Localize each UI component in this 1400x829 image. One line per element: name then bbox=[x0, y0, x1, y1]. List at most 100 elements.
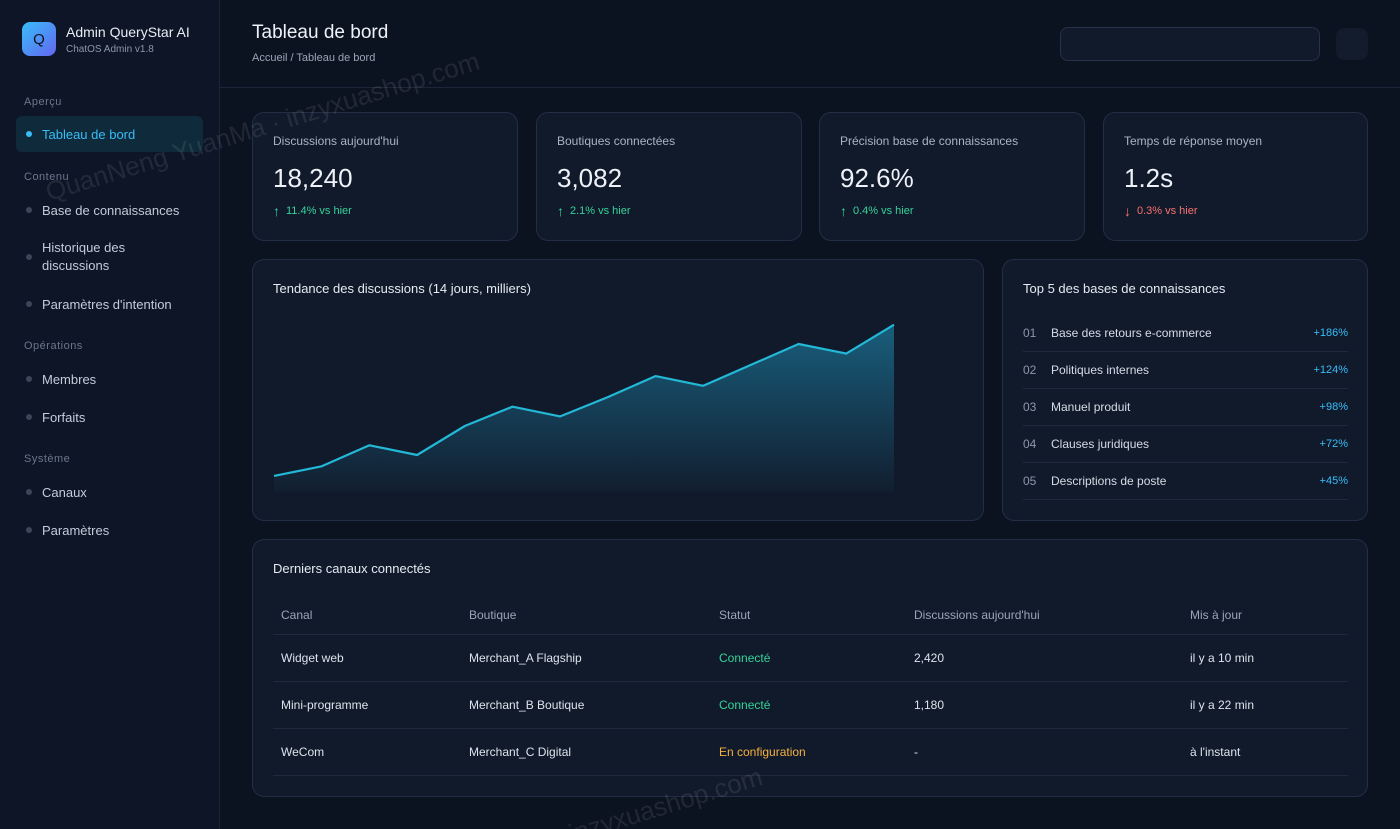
rank-pct: +45% bbox=[1319, 475, 1348, 487]
nav-section-contenu: Contenu bbox=[24, 171, 70, 183]
column-header: Discussions aujourd'hui bbox=[914, 607, 1040, 622]
bullet-icon bbox=[26, 376, 32, 382]
app-logo: Q bbox=[22, 22, 56, 56]
arrow-up-icon: ↑ bbox=[273, 203, 280, 219]
stat-label: Boutiques connectées bbox=[557, 134, 676, 148]
list-item[interactable]: 04 Clauses juridiques +72% bbox=[1023, 426, 1348, 463]
rank-number: 05 bbox=[1023, 474, 1037, 488]
sidebar-item-label: Canaux bbox=[42, 484, 87, 500]
rank-pct: +186% bbox=[1313, 327, 1348, 339]
sidebar-item-label: Paramètres d'intention bbox=[42, 296, 172, 312]
stat-delta: ↑ 0.4% vs hier bbox=[840, 203, 914, 219]
stat-label: Précision base de connaissances bbox=[840, 134, 1019, 148]
app-name: Admin QueryStar AI bbox=[66, 23, 190, 40]
cell-shop: Merchant_A Flagship bbox=[469, 651, 582, 665]
rank-number: 03 bbox=[1023, 400, 1037, 414]
table-row[interactable]: Mini-programme Merchant_B Boutique Conne… bbox=[273, 682, 1348, 729]
sidebar-item-knowledge-base[interactable]: Base de connaissances bbox=[16, 201, 203, 219]
stat-delta: ↑ 11.4% vs hier bbox=[273, 203, 352, 219]
sidebar-item-label: Base de connaissances bbox=[42, 202, 180, 218]
sidebar: Q Admin QueryStar AI ChatOS Admin v1.8 A… bbox=[0, 0, 220, 829]
table-row[interactable]: WeCom Merchant_C Digital En configuratio… bbox=[273, 729, 1348, 776]
chart-card: Tendance des discussions (14 jours, mill… bbox=[252, 259, 984, 521]
rank-name: Politiques internes bbox=[1051, 363, 1150, 377]
status-badge: Connecté bbox=[719, 651, 771, 665]
table-header: Canal Boutique Statut Discussions aujour… bbox=[273, 595, 1348, 635]
sidebar-item-intent-settings[interactable]: Paramètres d'intention bbox=[16, 295, 203, 313]
rank-number: 02 bbox=[1023, 363, 1037, 377]
brand[interactable]: Q Admin QueryStar AI ChatOS Admin v1.8 bbox=[22, 22, 190, 56]
stat-delta: ↓ 0.3% vs hier bbox=[1124, 203, 1198, 219]
arrow-up-icon: ↑ bbox=[557, 203, 564, 219]
stat-card-discussions: Discussions aujourd'hui 18,240 ↑ 11.4% v… bbox=[252, 112, 518, 241]
stat-card-response-time: Temps de réponse moyen 1.2s ↓ 0.3% vs hi… bbox=[1103, 112, 1368, 241]
cell-shop: Merchant_B Boutique bbox=[469, 698, 585, 712]
sidebar-item-channels[interactable]: Canaux bbox=[16, 483, 203, 501]
bullet-icon bbox=[26, 414, 32, 420]
stat-value: 92.6% bbox=[840, 163, 914, 193]
chart-title: Tendance des discussions (14 jours, mill… bbox=[273, 281, 531, 296]
arrow-up-icon: ↑ bbox=[840, 203, 847, 219]
column-header: Mis à jour bbox=[1190, 607, 1243, 622]
sidebar-item-chat-history[interactable]: Historique des discussions bbox=[16, 238, 203, 276]
arrow-down-icon: ↓ bbox=[1124, 203, 1131, 219]
topbar: Tableau de bord Accueil / Tableau de bor… bbox=[220, 0, 1400, 88]
bullet-icon bbox=[26, 207, 32, 213]
chart-area bbox=[274, 324, 894, 492]
list-item[interactable]: 05 Descriptions de poste +45% bbox=[1023, 463, 1348, 500]
stat-delta: ↑ 2.1% vs hier bbox=[557, 203, 631, 219]
status-badge: Connecté bbox=[719, 698, 771, 712]
sidebar-item-label: Forfaits bbox=[42, 409, 86, 425]
nav-section-operations: Opérations bbox=[24, 340, 83, 352]
sidebar-item-label: Tableau de bord bbox=[42, 126, 136, 142]
page-title: Tableau de bord bbox=[252, 22, 389, 43]
bullet-icon bbox=[26, 301, 32, 307]
bullet-icon bbox=[26, 489, 32, 495]
stat-delta-text: 2.1% vs hier bbox=[570, 205, 631, 217]
sidebar-item-label: Paramètres bbox=[42, 522, 110, 538]
sidebar-item-label: Historique des discussions bbox=[42, 240, 126, 273]
table-row[interactable]: Widget web Merchant_A Flagship Connecté … bbox=[273, 635, 1348, 682]
stat-label: Temps de réponse moyen bbox=[1124, 134, 1263, 148]
app-version: ChatOS Admin v1.8 bbox=[66, 43, 154, 55]
cell-count: 2,420 bbox=[914, 651, 945, 665]
sidebar-item-plans[interactable]: Forfaits bbox=[16, 408, 203, 426]
stat-card-shops: Boutiques connectées 3,082 ↑ 2.1% vs hie… bbox=[536, 112, 802, 241]
list-item[interactable]: 01 Base des retours e-commerce +186% bbox=[1023, 315, 1348, 352]
cell-updated: à l'instant bbox=[1190, 745, 1241, 759]
chart-line bbox=[273, 323, 895, 477]
nav-section-systeme: Système bbox=[24, 453, 71, 465]
column-header: Boutique bbox=[469, 607, 517, 622]
search-input[interactable] bbox=[1060, 27, 1320, 61]
column-header: Statut bbox=[719, 607, 751, 622]
rank-number: 04 bbox=[1023, 437, 1037, 451]
status-badge: En configuration bbox=[719, 745, 806, 759]
stat-card-precision: Précision base de connaissances 92.6% ↑ … bbox=[819, 112, 1085, 241]
stat-label: Discussions aujourd'hui bbox=[273, 134, 399, 148]
stat-value: 18,240 bbox=[273, 163, 353, 193]
sidebar-item-settings[interactable]: Paramètres bbox=[16, 521, 203, 539]
user-menu-button[interactable] bbox=[1336, 28, 1368, 60]
rank-number: 01 bbox=[1023, 326, 1037, 340]
breadcrumb[interactable]: Accueil / Tableau de bord bbox=[252, 52, 376, 64]
rank-name: Manuel produit bbox=[1051, 400, 1131, 414]
bullet-icon bbox=[26, 527, 32, 533]
cell-count: - bbox=[914, 745, 918, 759]
stat-value: 1.2s bbox=[1124, 163, 1174, 193]
cell-channel: WeCom bbox=[281, 745, 325, 759]
nav-section-apercu: Aperçu bbox=[24, 96, 62, 108]
cell-shop: Merchant_C Digital bbox=[469, 745, 572, 759]
cell-count: 1,180 bbox=[914, 698, 945, 712]
cell-channel: Mini-programme bbox=[281, 698, 369, 712]
sidebar-item-members[interactable]: Membres bbox=[16, 370, 203, 388]
list-item[interactable]: 03 Manuel produit +98% bbox=[1023, 389, 1348, 426]
top-kb-card: Top 5 des bases de connaissances 01 Base… bbox=[1002, 259, 1368, 521]
list-item[interactable]: 02 Politiques internes +124% bbox=[1023, 352, 1348, 389]
stat-delta-text: 0.3% vs hier bbox=[1137, 205, 1198, 217]
rank-name: Descriptions de poste bbox=[1051, 474, 1167, 488]
stat-value: 3,082 bbox=[557, 163, 623, 193]
sidebar-item-dashboard[interactable]: Tableau de bord bbox=[16, 116, 203, 152]
trend-chart bbox=[273, 323, 895, 492]
rank-pct: +124% bbox=[1313, 364, 1348, 376]
sidebar-item-label: Membres bbox=[42, 371, 97, 387]
